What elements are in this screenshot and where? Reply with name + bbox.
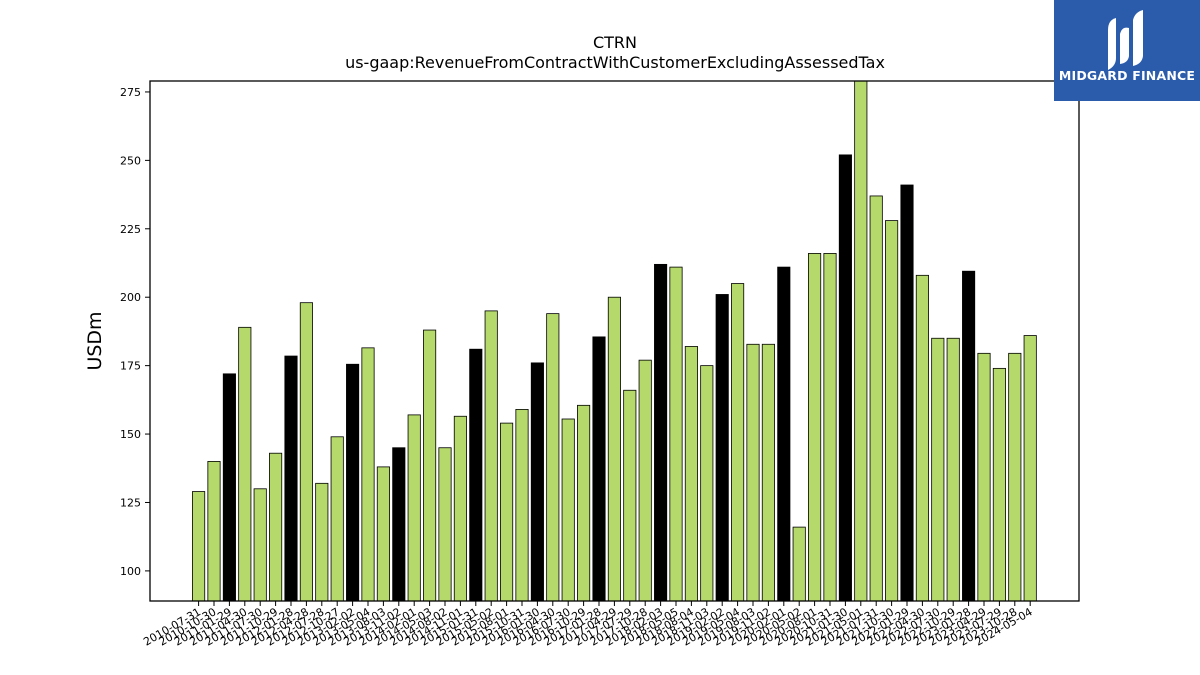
bar bbox=[299, 302, 313, 602]
bar bbox=[854, 80, 868, 602]
bar bbox=[346, 363, 360, 602]
bar bbox=[192, 491, 206, 602]
y-tick-label: 225 bbox=[120, 223, 141, 236]
bar bbox=[500, 422, 514, 602]
bar bbox=[361, 347, 375, 602]
bar bbox=[546, 313, 560, 602]
bar bbox=[962, 270, 976, 602]
chart-subtitle: us-gaap:RevenueFromContractWithCustomerE… bbox=[345, 53, 885, 72]
bar bbox=[761, 343, 775, 602]
bar bbox=[700, 365, 714, 602]
bar bbox=[654, 263, 668, 602]
bar bbox=[269, 452, 283, 602]
bar bbox=[638, 359, 652, 602]
bar bbox=[376, 466, 390, 602]
bar bbox=[792, 526, 806, 602]
bar bbox=[838, 154, 852, 602]
bars bbox=[192, 80, 1037, 602]
bar bbox=[869, 195, 883, 602]
bar bbox=[992, 367, 1006, 602]
bar bbox=[330, 436, 344, 602]
bar bbox=[746, 343, 760, 602]
bar bbox=[577, 404, 591, 602]
bar bbox=[561, 418, 575, 602]
bar bbox=[392, 447, 406, 602]
bar bbox=[438, 447, 452, 602]
bar bbox=[284, 355, 298, 602]
y-axis-label: USDm bbox=[84, 311, 106, 370]
bar bbox=[669, 266, 683, 602]
bar bbox=[253, 488, 267, 602]
x-axis-ticks: 2010-07-312010-10-302011-01-292011-04-30… bbox=[141, 601, 1035, 649]
plot-frame bbox=[149, 80, 1080, 602]
bar bbox=[931, 337, 945, 602]
bar bbox=[469, 348, 483, 602]
y-tick-label: 100 bbox=[120, 565, 141, 578]
bar bbox=[484, 310, 498, 602]
company-logo: MIDGARD FINANCE bbox=[1054, 0, 1200, 101]
bar bbox=[515, 409, 529, 602]
y-tick-label: 275 bbox=[120, 86, 141, 99]
y-axis-ticks: 100 125 150 175 200 225 250 275 bbox=[120, 86, 150, 578]
bar bbox=[1008, 352, 1022, 602]
bar bbox=[453, 415, 467, 602]
chart-title: CTRN bbox=[593, 33, 637, 52]
bar bbox=[731, 283, 745, 602]
bar bbox=[946, 337, 960, 602]
bar bbox=[808, 253, 822, 602]
y-tick-label: 175 bbox=[120, 360, 141, 373]
bar bbox=[222, 373, 236, 602]
bar bbox=[1023, 335, 1037, 602]
bar bbox=[684, 346, 698, 602]
y-tick-label: 250 bbox=[120, 154, 141, 167]
bar bbox=[607, 296, 621, 602]
y-tick-label: 150 bbox=[120, 428, 141, 441]
bar bbox=[915, 274, 929, 602]
bar bbox=[977, 352, 991, 602]
y-tick-label: 200 bbox=[120, 291, 141, 304]
bar bbox=[407, 414, 421, 602]
bar bbox=[592, 336, 606, 602]
bar bbox=[715, 294, 729, 602]
bar bbox=[900, 184, 914, 602]
bar bbox=[885, 220, 899, 602]
bar bbox=[238, 326, 252, 602]
bar bbox=[423, 329, 437, 602]
bar bbox=[823, 253, 837, 602]
bar bbox=[207, 461, 221, 602]
midgard-logo-icon bbox=[1108, 10, 1143, 70]
bar bbox=[623, 389, 637, 602]
logo-text: MIDGARD FINANCE bbox=[1058, 68, 1196, 83]
bar bbox=[315, 482, 329, 602]
bar bbox=[530, 362, 544, 602]
bar bbox=[777, 266, 791, 602]
y-tick-label: 125 bbox=[120, 496, 141, 509]
